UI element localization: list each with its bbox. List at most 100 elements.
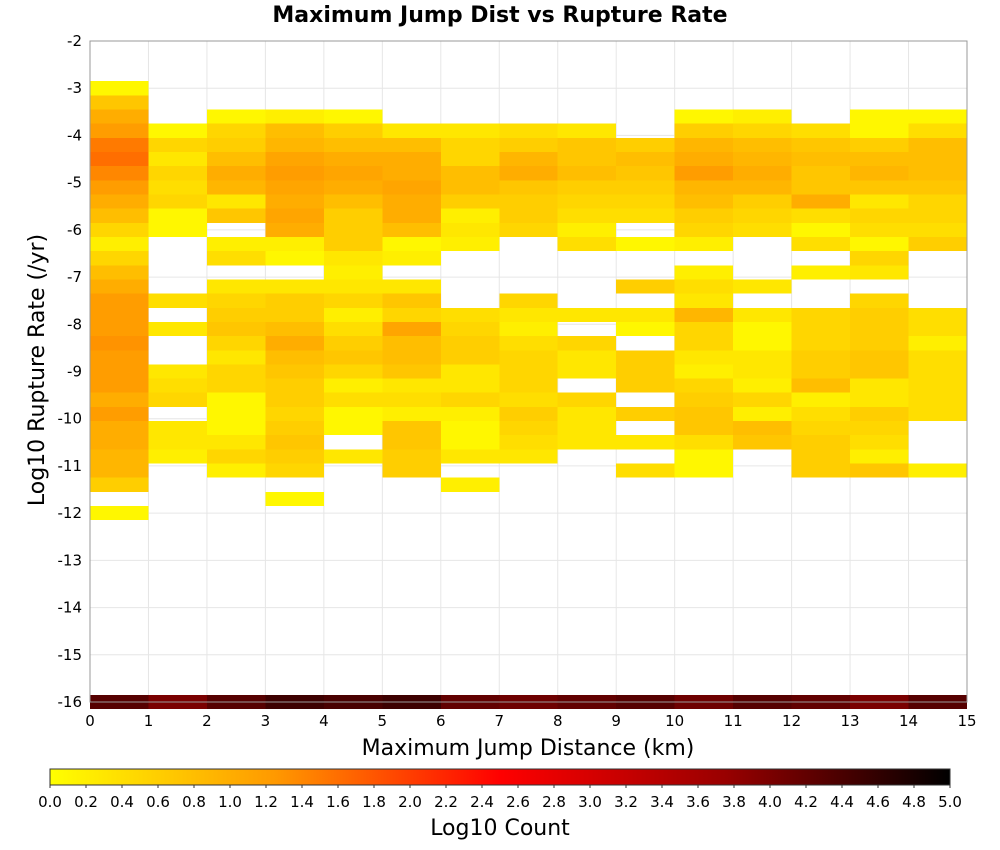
heatmap-cell (440, 364, 500, 379)
heatmap-cell (791, 180, 851, 195)
heatmap-cell (323, 293, 383, 308)
heatmap-cell (323, 166, 383, 181)
heatmap-cell (148, 435, 207, 450)
heatmap-cell (206, 293, 266, 308)
colorbar-tick-label: 1.2 (254, 793, 278, 811)
heatmap-cell (733, 109, 792, 124)
heatmap-cell (616, 137, 675, 152)
heatmap-cell (850, 307, 909, 322)
heatmap-cell (908, 321, 967, 337)
heatmap-cell (850, 463, 909, 478)
heatmap-cell (850, 222, 909, 237)
heatmap-cell (616, 321, 675, 337)
heatmap-cell (908, 109, 967, 124)
x-tick-label: 8 (553, 712, 563, 730)
colorbar-tick-label: 2.0 (398, 793, 422, 811)
heatmap-cell (557, 180, 617, 195)
heatmap-cell (206, 109, 266, 124)
heatmap-cell (733, 279, 792, 294)
heatmap-cell (791, 350, 851, 365)
heatmap-cell (90, 265, 149, 280)
heatmap-cell (674, 421, 734, 436)
heatmap-cell (850, 350, 909, 365)
heatmap-cell (791, 421, 851, 436)
heatmap-cell (674, 236, 734, 252)
heatmap-cell (206, 364, 266, 379)
heatmap-cell (908, 180, 967, 195)
heatmap-cell (499, 208, 558, 223)
x-tick-label: 15 (957, 712, 976, 730)
colorbar-tick-label: 3.2 (614, 793, 638, 811)
heatmap-cell (733, 222, 792, 237)
colorbar-tick-label: 2.6 (506, 793, 530, 811)
y-axis-ticks: -2 -3 -4 -5 -6 -7 -8 -9 -10 -11 -12 -13 -14 -15 -16 (58, 32, 83, 711)
heatmap-cell (323, 208, 383, 223)
heatmap-cell (733, 350, 792, 365)
heatmap-cell (90, 222, 149, 237)
heatmap-cell (90, 506, 149, 521)
heatmap-cell (674, 265, 734, 280)
heatmap-cell (206, 151, 266, 167)
heatmap-cell (323, 151, 383, 167)
heatmap-cell (265, 392, 324, 407)
heatmap-cell (791, 435, 851, 450)
heatmap-cell (850, 449, 909, 464)
colorbar-tick-label: 0.2 (74, 793, 98, 811)
heatmap-cell (265, 236, 324, 252)
heatmap-cell (557, 406, 617, 422)
heatmap-cell (557, 364, 617, 379)
x-tick-label: 10 (665, 712, 684, 730)
heatmap-cell (265, 137, 324, 152)
heatmap-cell (265, 222, 324, 237)
heatmap-cell (206, 435, 266, 450)
heatmap-cell (908, 208, 967, 223)
heatmap-cell (265, 307, 324, 322)
heatmap-cell (791, 378, 851, 393)
heatmap-cell (733, 392, 792, 407)
colorbar-tick-label: 3.0 (578, 793, 602, 811)
heatmap-cell (791, 166, 851, 181)
heatmap-cell (323, 137, 383, 152)
heatmap-cell (791, 265, 851, 280)
heatmap-cell (733, 421, 792, 436)
heatmap-cell (733, 435, 792, 450)
heatmap-cell (382, 463, 441, 478)
heatmap-cell (382, 194, 441, 209)
heatmap-cell (265, 151, 324, 167)
heatmap-cell (265, 350, 324, 365)
heatmap-cell (206, 350, 266, 365)
heatmap-cell (733, 336, 792, 351)
heatmap-cell (674, 307, 734, 322)
heatmap-cell (674, 166, 734, 181)
heatmap-cell (148, 378, 207, 393)
heatmap-cell (674, 321, 734, 337)
heatmap-cell (499, 123, 558, 138)
colorbar-tick-label: 5.0 (938, 793, 962, 811)
heatmap-cell (90, 123, 149, 138)
heatmap-cell (791, 123, 851, 138)
heatmap-cell (733, 321, 792, 337)
heatmap-cell (382, 151, 441, 167)
heatmap-cell (382, 180, 441, 195)
heatmap-cell (440, 180, 500, 195)
heatmap-cell (440, 392, 500, 407)
x-tick-label: 13 (841, 712, 860, 730)
heatmap-cell (206, 321, 266, 337)
heatmap-cell (265, 449, 324, 464)
heatmap-cell (557, 307, 617, 322)
heatmap-cell (90, 364, 149, 379)
heatmap-cell (674, 406, 734, 422)
heatmap-cell (616, 194, 675, 209)
heatmap-cell (499, 435, 558, 450)
heatmap-cell (616, 180, 675, 195)
y-tick-label: -4 (67, 126, 82, 144)
heatmap-cell (908, 137, 967, 152)
heatmap-cell (557, 392, 617, 407)
heatmap-cell (557, 137, 617, 152)
heatmap-cell (265, 336, 324, 351)
heatmap-cell (90, 81, 149, 96)
heatmap-cell (499, 321, 558, 337)
heatmap-cell (674, 449, 734, 464)
heatmap-cell (148, 392, 207, 407)
heatmap-cell (323, 265, 383, 280)
